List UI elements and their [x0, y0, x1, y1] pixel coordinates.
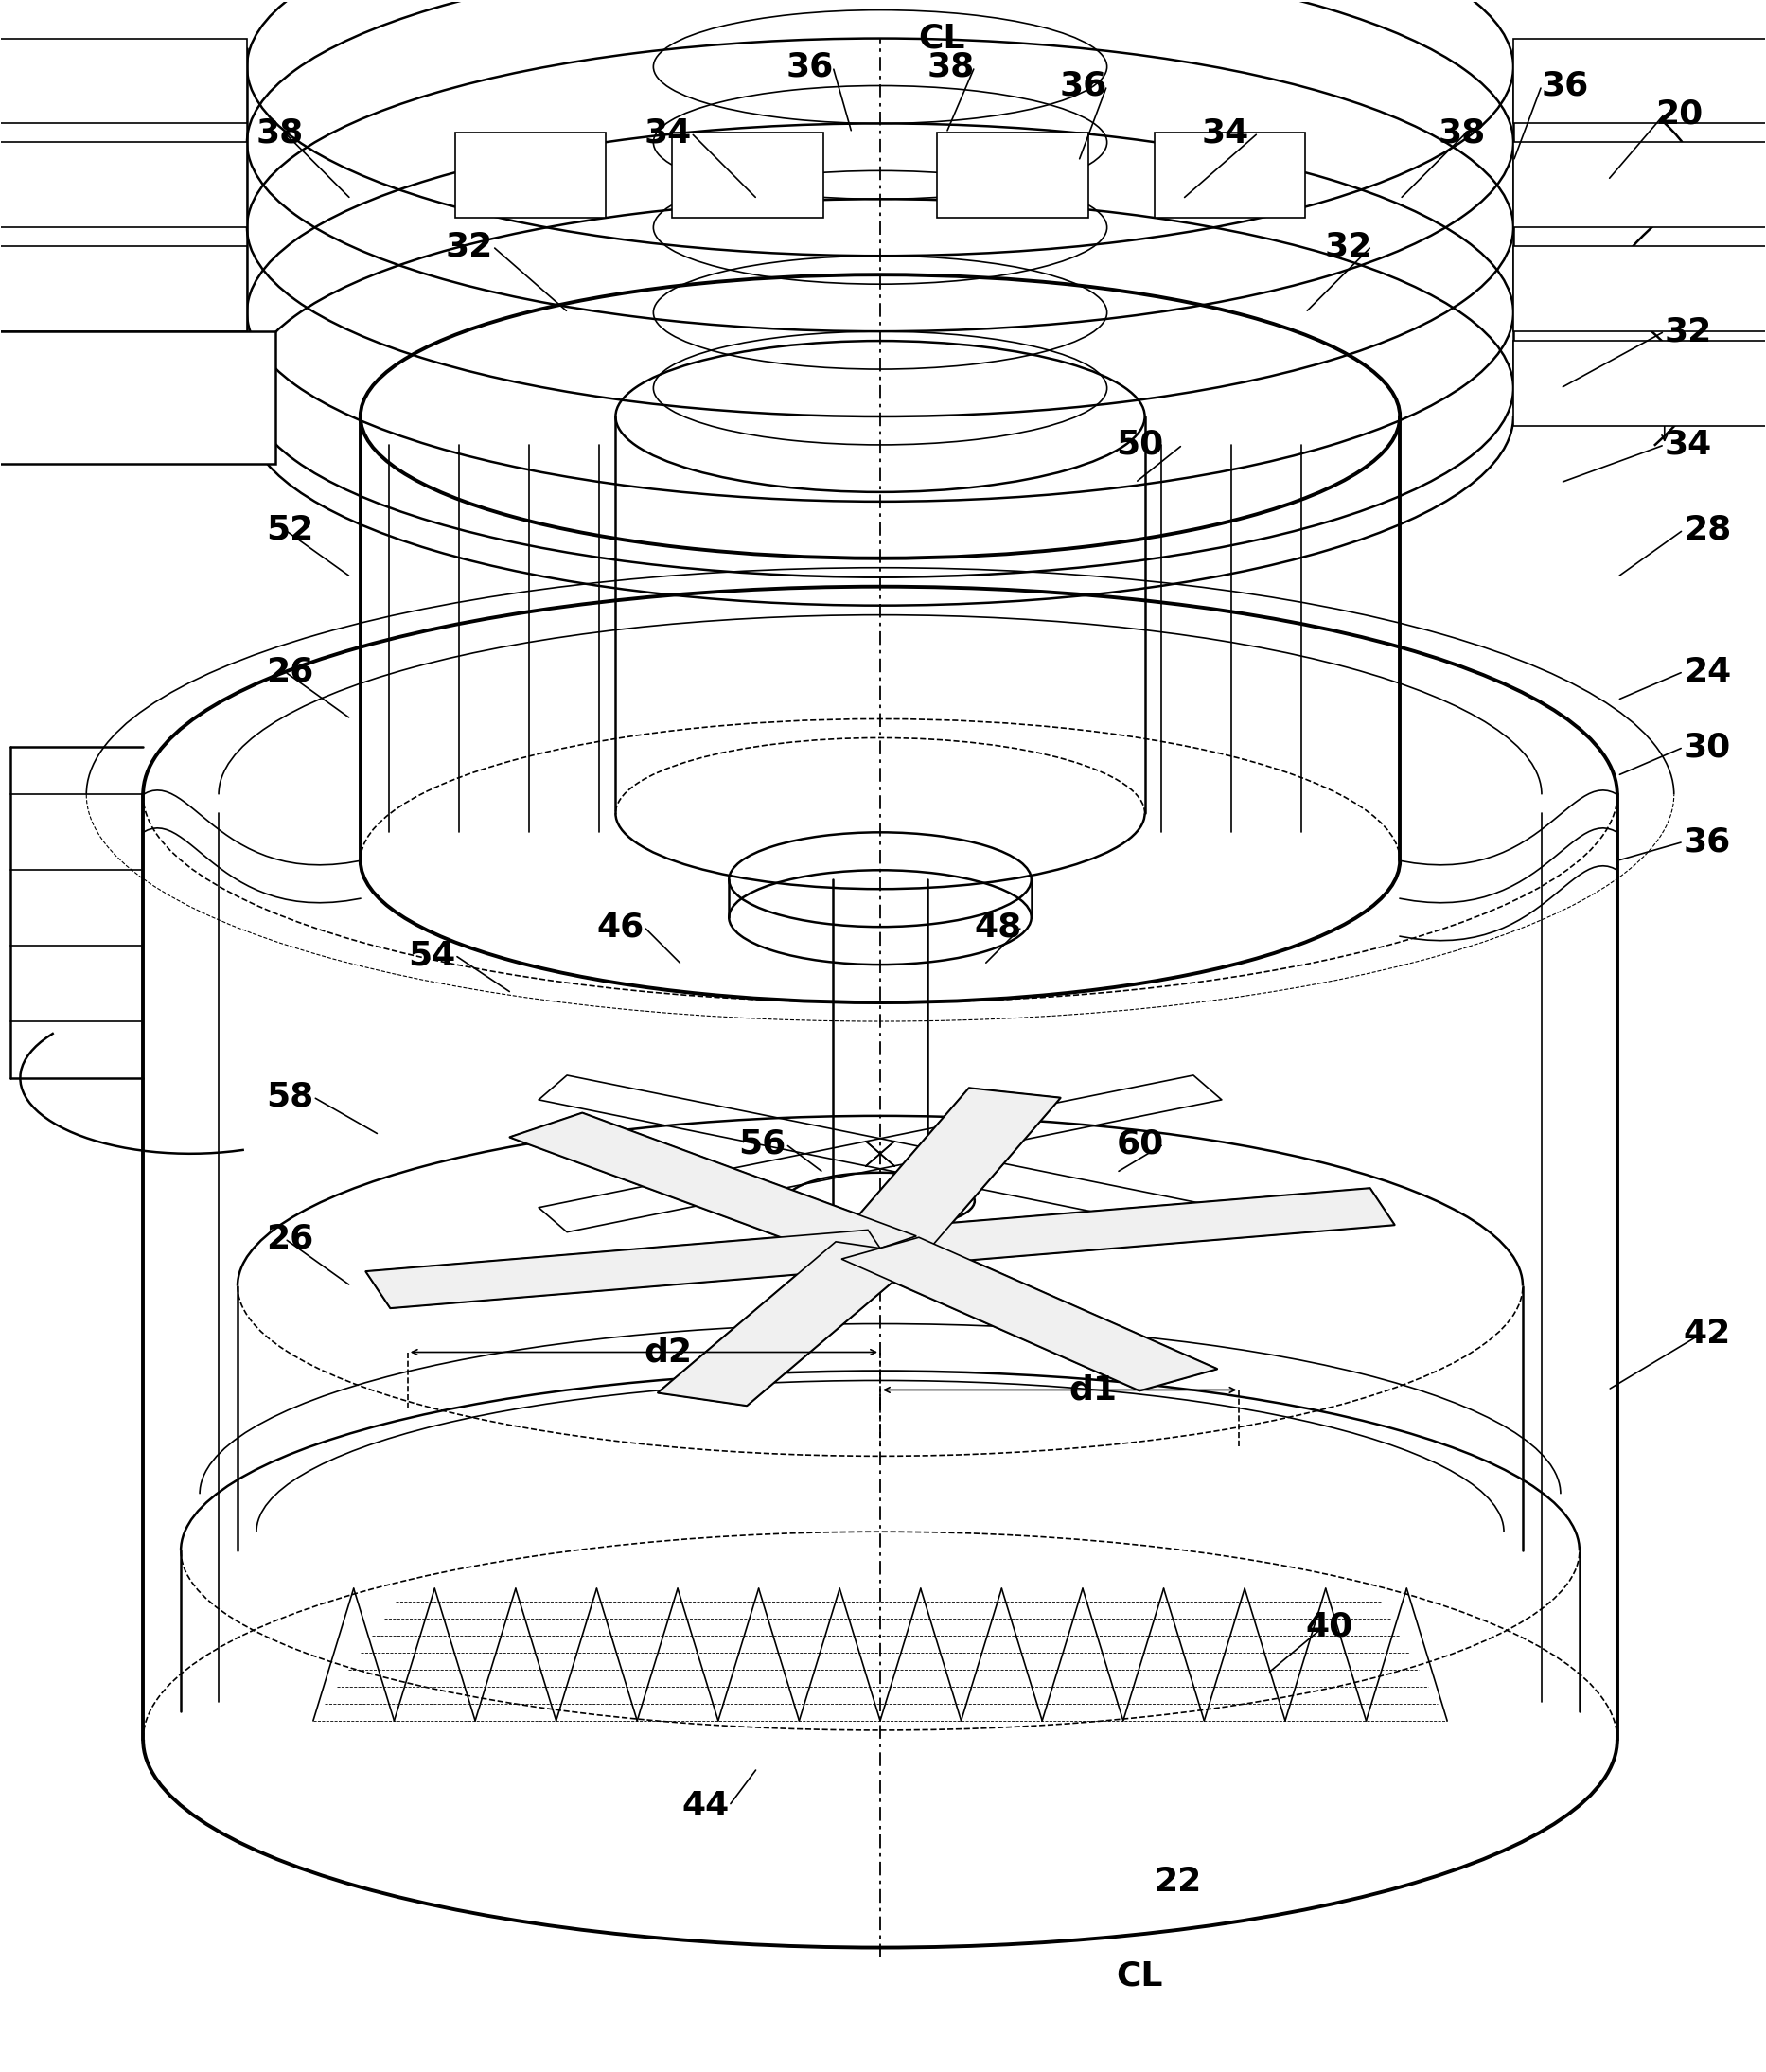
Text: 32: 32 — [445, 230, 493, 263]
Text: 34: 34 — [1665, 429, 1711, 460]
FancyBboxPatch shape — [938, 133, 1088, 218]
Text: 34: 34 — [1201, 116, 1249, 149]
Text: 46: 46 — [597, 912, 645, 943]
Text: 50: 50 — [1116, 429, 1164, 460]
Text: 36: 36 — [1683, 825, 1731, 858]
FancyBboxPatch shape — [0, 342, 247, 427]
Text: 24: 24 — [1683, 655, 1731, 688]
Text: 26: 26 — [267, 1222, 314, 1256]
Text: 38: 38 — [256, 116, 304, 149]
Text: 56: 56 — [738, 1127, 786, 1160]
Text: 52: 52 — [267, 514, 314, 545]
FancyBboxPatch shape — [1513, 247, 1766, 332]
FancyBboxPatch shape — [673, 133, 823, 218]
Text: 40: 40 — [1305, 1610, 1353, 1643]
FancyBboxPatch shape — [0, 332, 275, 464]
Text: 20: 20 — [1655, 97, 1702, 131]
Text: 32: 32 — [1665, 315, 1711, 348]
Text: 36: 36 — [786, 50, 834, 83]
Text: 32: 32 — [1324, 230, 1372, 263]
FancyBboxPatch shape — [1155, 133, 1305, 218]
Text: CL: CL — [1116, 1960, 1164, 1991]
Text: 38: 38 — [1438, 116, 1485, 149]
FancyBboxPatch shape — [456, 133, 606, 218]
Text: 54: 54 — [408, 939, 456, 972]
Polygon shape — [659, 1241, 925, 1405]
FancyBboxPatch shape — [0, 247, 247, 332]
Text: 44: 44 — [682, 1790, 729, 1821]
FancyBboxPatch shape — [1513, 342, 1766, 427]
Text: 48: 48 — [975, 912, 1023, 943]
Polygon shape — [510, 1113, 917, 1260]
Text: 34: 34 — [645, 116, 692, 149]
Text: 60: 60 — [1116, 1127, 1164, 1160]
Polygon shape — [835, 1088, 1060, 1254]
Text: 26: 26 — [267, 655, 314, 688]
Text: 58: 58 — [267, 1082, 314, 1113]
Text: 22: 22 — [1155, 1865, 1203, 1898]
Text: 36: 36 — [1060, 70, 1107, 102]
FancyBboxPatch shape — [0, 143, 247, 228]
FancyBboxPatch shape — [1513, 143, 1766, 228]
Polygon shape — [867, 1189, 1395, 1266]
FancyBboxPatch shape — [1513, 39, 1766, 124]
Polygon shape — [366, 1231, 892, 1307]
FancyBboxPatch shape — [0, 39, 247, 124]
Text: CL: CL — [918, 23, 964, 54]
Polygon shape — [841, 1237, 1217, 1390]
Text: 42: 42 — [1683, 1318, 1731, 1349]
Text: d2: d2 — [645, 1336, 692, 1368]
Text: 28: 28 — [1683, 514, 1731, 545]
Text: 38: 38 — [927, 50, 975, 83]
Text: d1: d1 — [1068, 1374, 1118, 1407]
Text: 36: 36 — [1542, 70, 1589, 102]
Text: 30: 30 — [1683, 731, 1731, 762]
